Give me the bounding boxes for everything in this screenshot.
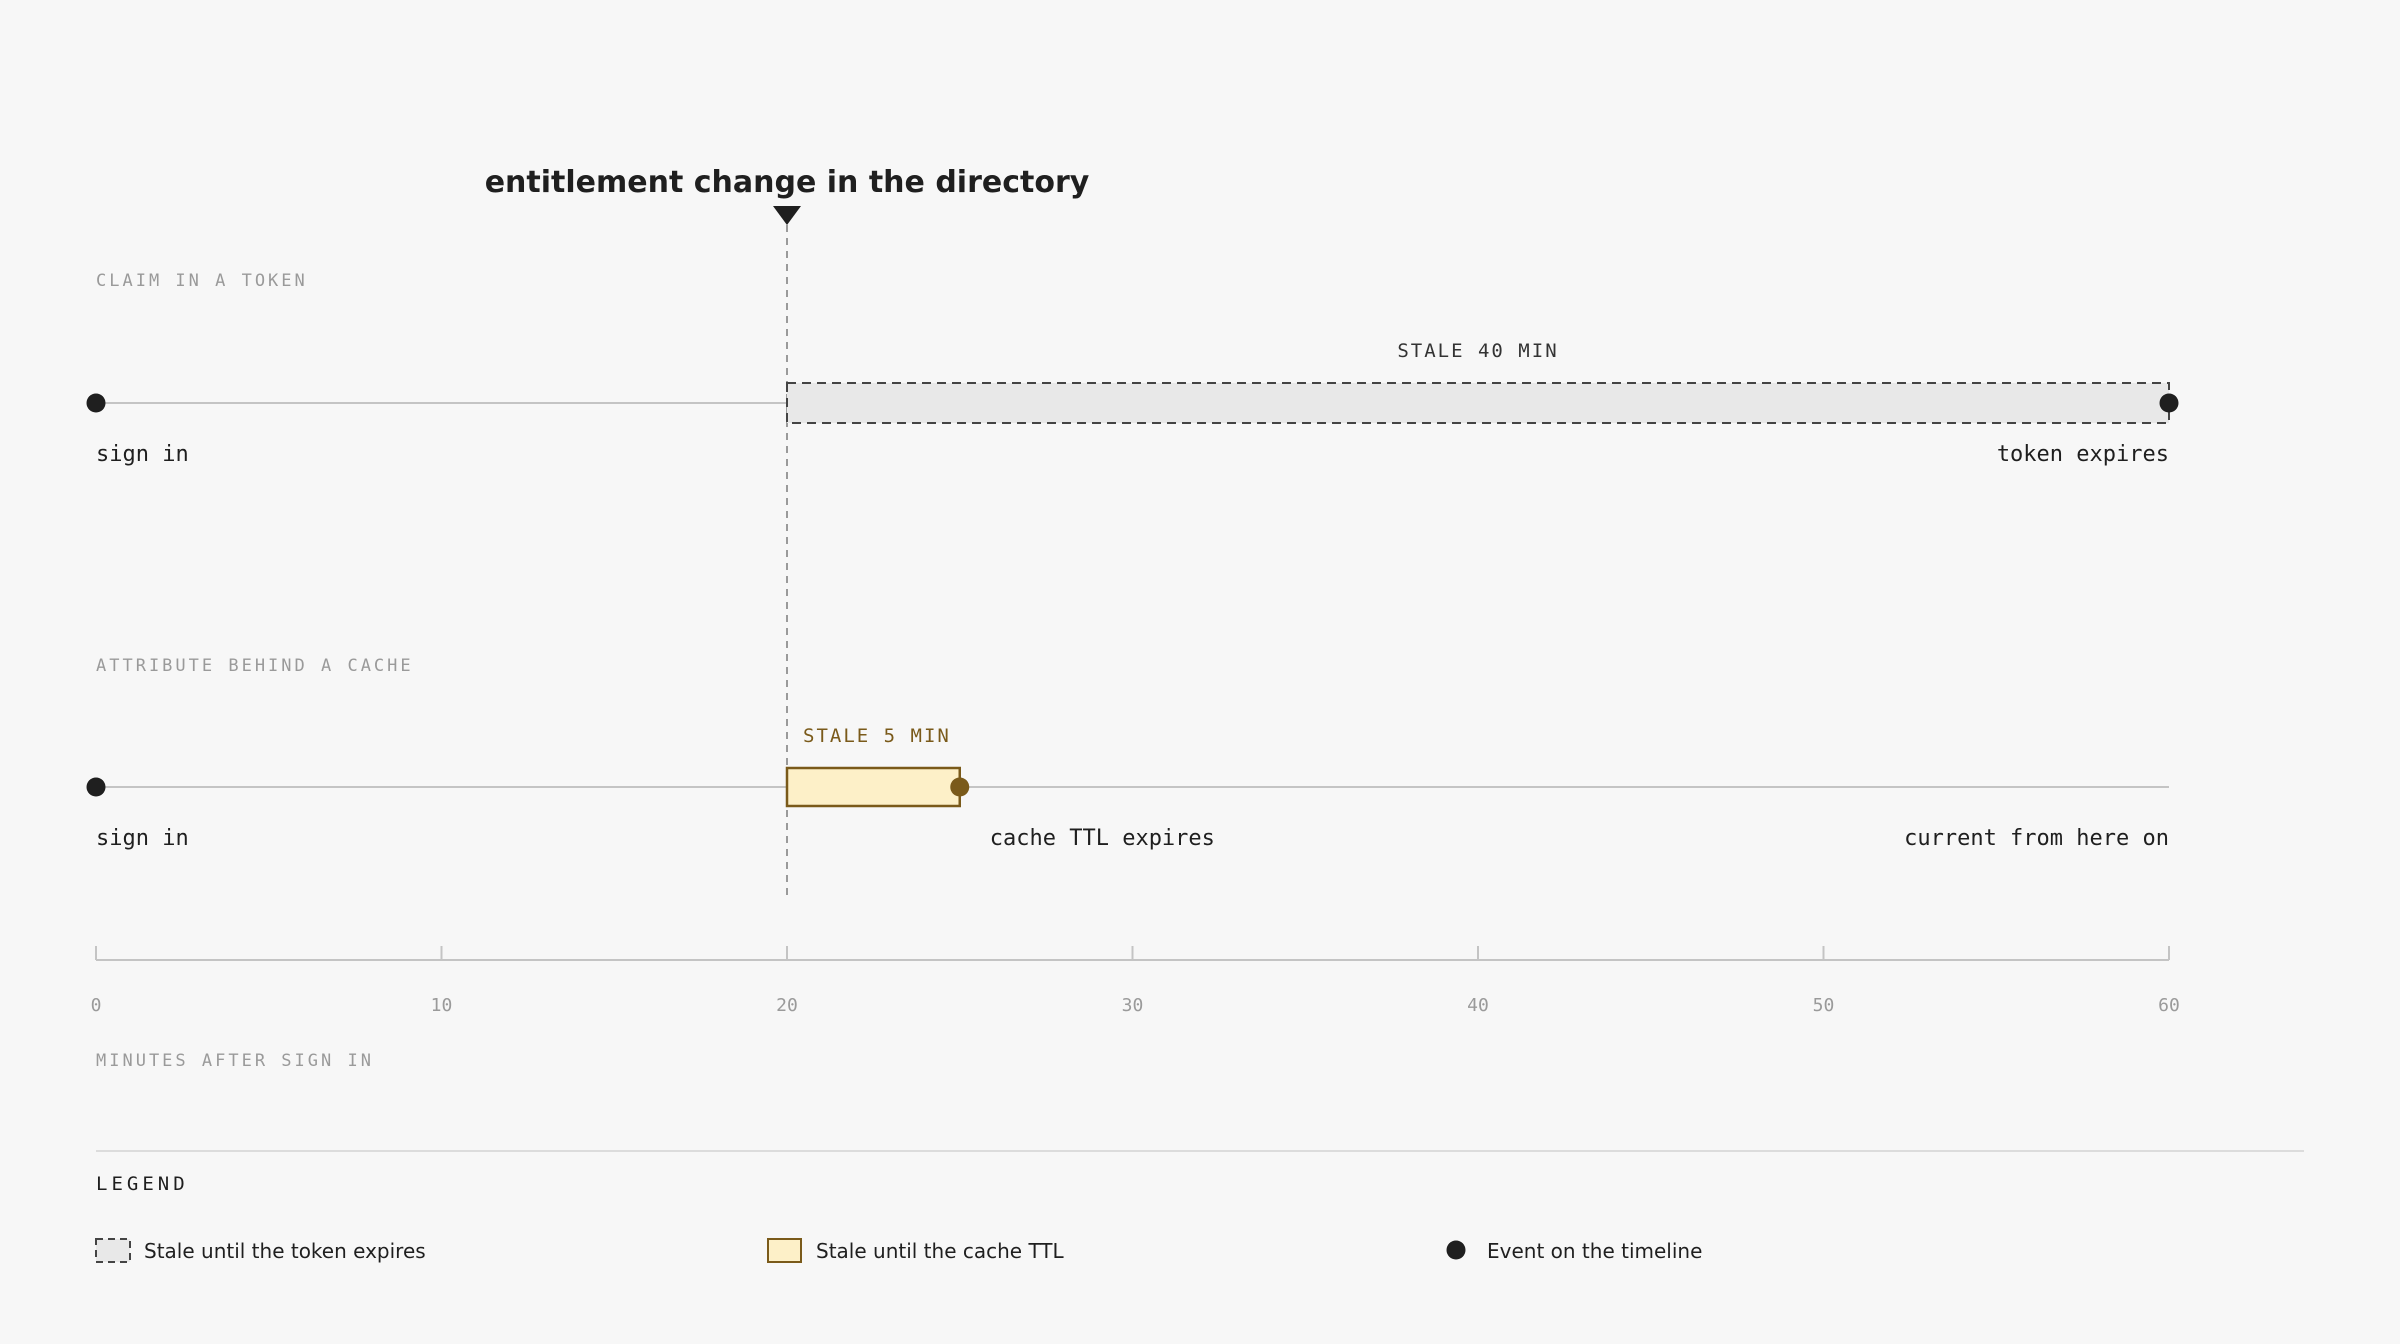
legend-cache-label: Stale until the cache TTL — [816, 1239, 1065, 1263]
x-axis-tick-label: 0 — [91, 995, 102, 1016]
track-label-token: CLAIM IN A TOKEN — [96, 271, 308, 291]
annotation-marker-icon — [773, 206, 801, 225]
legend-event-dot — [1446, 1240, 1466, 1260]
legend-event-label: Event on the timeline — [1487, 1239, 1702, 1263]
cache-ttl-dot — [950, 777, 970, 797]
legend-token-swatch — [95, 1238, 131, 1263]
x-axis-tick-label: 50 — [1813, 995, 1835, 1016]
cache-sign-in-label: sign in — [96, 826, 189, 851]
cache-sign-in-dot — [86, 777, 106, 797]
legend-token-label: Stale until the token expires — [144, 1239, 426, 1263]
x-axis: 0 10 20 30 40 50 60 — [91, 946, 2180, 1016]
x-axis-tick-label: 20 — [776, 995, 798, 1016]
annotation-title: entitlement change in the directory — [485, 165, 1090, 200]
token-expires-label: token expires — [1997, 442, 2169, 467]
x-axis-tick-label: 10 — [431, 995, 453, 1016]
token-expires-dot — [2159, 393, 2179, 413]
axis-title: MINUTES AFTER SIGN IN — [96, 1051, 374, 1071]
legend-cache-swatch — [767, 1238, 802, 1263]
token-sign-in-dot — [86, 393, 106, 413]
x-axis-tick-label: 40 — [1467, 995, 1489, 1016]
legend-title: LEGEND — [96, 1173, 189, 1195]
x-axis-tick-label: 60 — [2158, 995, 2180, 1016]
track-label-cache: ATTRIBUTE BEHIND A CACHE — [96, 656, 414, 676]
cache-current-label: current from here on — [1904, 826, 2169, 851]
token-stale-band — [786, 382, 2170, 424]
x-axis-tick-label: 30 — [1122, 995, 1144, 1016]
cache-ttl-label: cache TTL expires — [990, 826, 1215, 851]
cache-stale-band — [785, 766, 961, 808]
cache-stale-label: STALE 5 MIN — [803, 725, 951, 747]
token-sign-in-label: sign in — [96, 442, 189, 467]
token-stale-label: STALE 40 MIN — [1397, 340, 1558, 362]
